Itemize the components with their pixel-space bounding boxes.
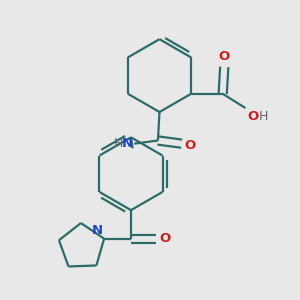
Text: H: H <box>114 136 123 149</box>
Text: O: O <box>219 50 230 63</box>
Text: N: N <box>92 224 103 237</box>
Text: O: O <box>160 232 171 245</box>
Text: N: N <box>122 136 133 149</box>
Text: H: H <box>259 110 268 123</box>
Text: O: O <box>185 139 196 152</box>
Text: O: O <box>247 110 258 123</box>
